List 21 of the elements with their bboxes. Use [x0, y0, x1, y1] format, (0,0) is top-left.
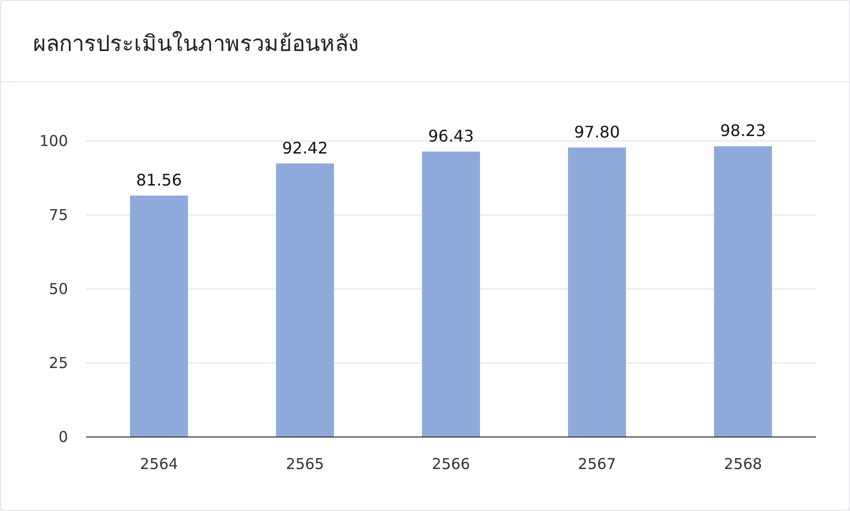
- x-tick-label: 2565: [286, 455, 324, 473]
- y-tick-label: 0: [58, 428, 68, 446]
- x-tick-label: 2566: [432, 455, 470, 473]
- bar: [130, 196, 188, 437]
- bar: [714, 146, 772, 437]
- y-tick-label: 100: [39, 132, 68, 150]
- data-label: 81.56: [136, 170, 182, 190]
- bar: [422, 152, 480, 437]
- bar: [276, 163, 334, 437]
- x-tick-label: 2568: [724, 455, 762, 473]
- y-tick-label: 25: [48, 354, 68, 372]
- x-tick-label: 2564: [140, 455, 178, 473]
- data-label: 97.80: [574, 122, 620, 142]
- bar: [568, 148, 626, 437]
- data-label: 98.23: [720, 121, 766, 140]
- y-tick-label: 50: [48, 280, 68, 298]
- y-tick-label: 75: [48, 206, 68, 224]
- data-label: 92.42: [282, 138, 328, 158]
- x-tick-label: 2567: [578, 455, 616, 473]
- data-label: 96.43: [428, 126, 474, 146]
- chart-title: ผลการประเมินในภาพรวมย้อนหลัง: [33, 31, 359, 57]
